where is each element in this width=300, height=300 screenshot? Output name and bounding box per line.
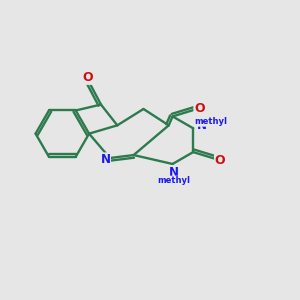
Text: O: O: [194, 102, 205, 115]
Text: N: N: [196, 119, 206, 132]
Text: O: O: [82, 71, 93, 84]
Text: methyl: methyl: [158, 176, 190, 185]
Text: methyl: methyl: [194, 117, 227, 126]
Text: N: N: [169, 166, 179, 179]
Text: O: O: [214, 154, 225, 166]
Text: N: N: [100, 153, 110, 166]
